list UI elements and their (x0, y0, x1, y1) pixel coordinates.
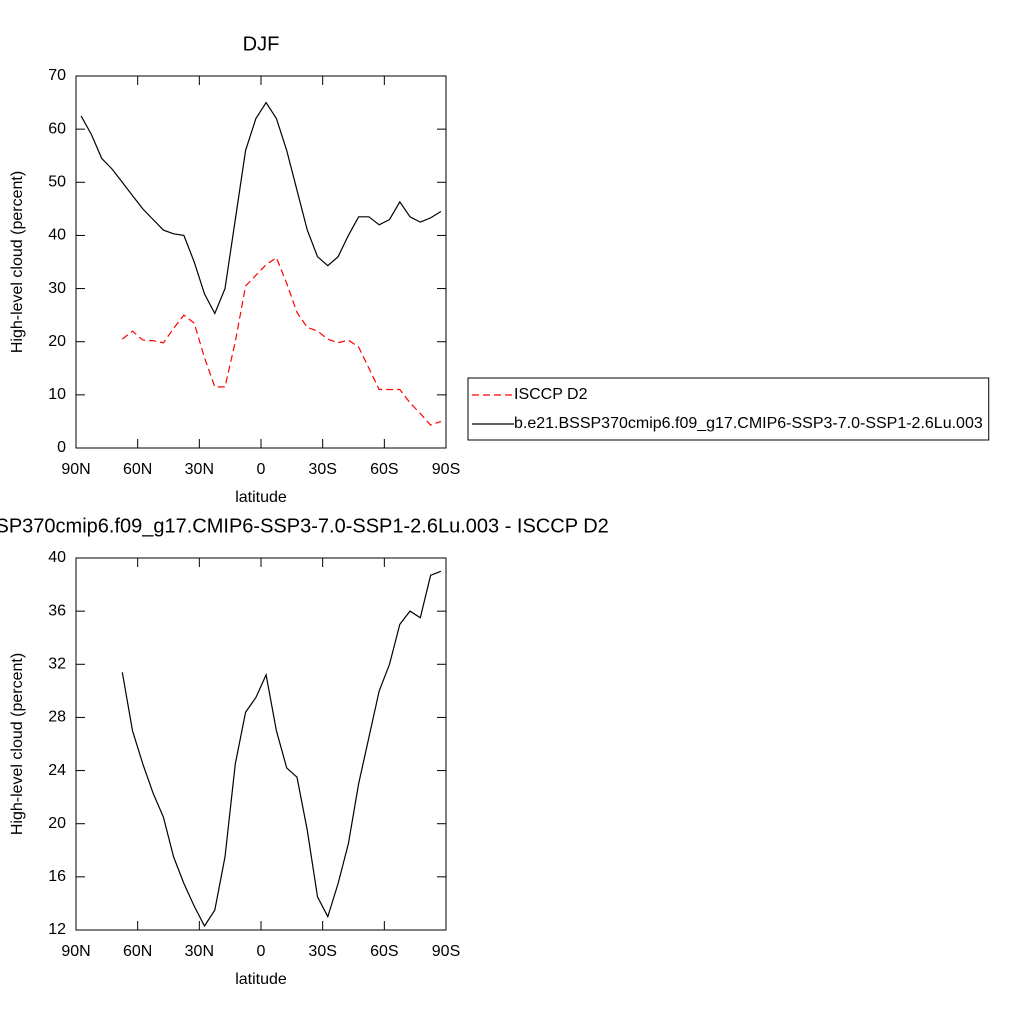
y-tick-label: 20 (48, 333, 66, 350)
y-tick-label: 12 (48, 921, 66, 938)
plot-frame (75, 557, 447, 931)
data-line (80, 101, 442, 315)
x-tick-label: 30S (308, 461, 336, 478)
x-axis-label: latitude (235, 489, 287, 506)
y-tick-label: 0 (57, 439, 66, 456)
x-tick-label: 90N (61, 943, 90, 960)
x-tick-label: 60S (370, 943, 398, 960)
y-tick-label: 30 (48, 280, 66, 297)
chart-title: b.e21.BSSP370cmip6.f09_g17.CMIP6-SSP3-7.… (0, 515, 609, 537)
x-tick-label: 60S (370, 461, 398, 478)
y-tick-label: 40 (48, 549, 66, 566)
y-axis-label: High-level cloud (percent) (9, 653, 26, 835)
x-tick-label: 60N (123, 943, 152, 960)
x-tick-label: 30N (185, 943, 214, 960)
y-tick-label: 36 (48, 602, 66, 619)
y-tick-label: 50 (48, 174, 66, 191)
chart-title: DJF (243, 33, 280, 55)
x-axis-label: latitude (235, 971, 287, 988)
y-tick-label: 70 (48, 67, 66, 84)
y-tick-label: 16 (48, 868, 66, 885)
y-tick-label: 10 (48, 386, 66, 403)
y-tick-label: 40 (48, 227, 66, 244)
y-tick-label: 28 (48, 709, 66, 726)
x-tick-label: 90S (432, 943, 460, 960)
y-tick-label: 20 (48, 815, 66, 832)
plot-frame (75, 75, 447, 449)
x-tick-label: 0 (257, 943, 266, 960)
data-line (121, 570, 442, 928)
y-tick-label: 32 (48, 656, 66, 673)
legend: ISCCP D2 b.e21.BSSP370cmip6.f09_g17.CMIP6… (467, 377, 990, 441)
x-tick-label: 60N (123, 461, 152, 478)
x-tick-label: 30N (185, 461, 214, 478)
data-line (121, 256, 442, 426)
x-tick-label: 0 (257, 461, 266, 478)
x-tick-label: 30S (308, 943, 336, 960)
y-tick-label: 24 (48, 762, 66, 779)
y-axis-label: High-level cloud (percent) (9, 171, 26, 353)
x-tick-label: 90N (61, 461, 90, 478)
legend-box (467, 377, 990, 441)
legend-label: ISCCP D2 (514, 386, 588, 403)
y-tick-label: 60 (48, 120, 66, 137)
x-tick-label: 90S (432, 461, 460, 478)
legend-label: b.e21.BSSP370cmip6.f09_g17.CMIP6-SSP3-7.… (514, 415, 983, 432)
